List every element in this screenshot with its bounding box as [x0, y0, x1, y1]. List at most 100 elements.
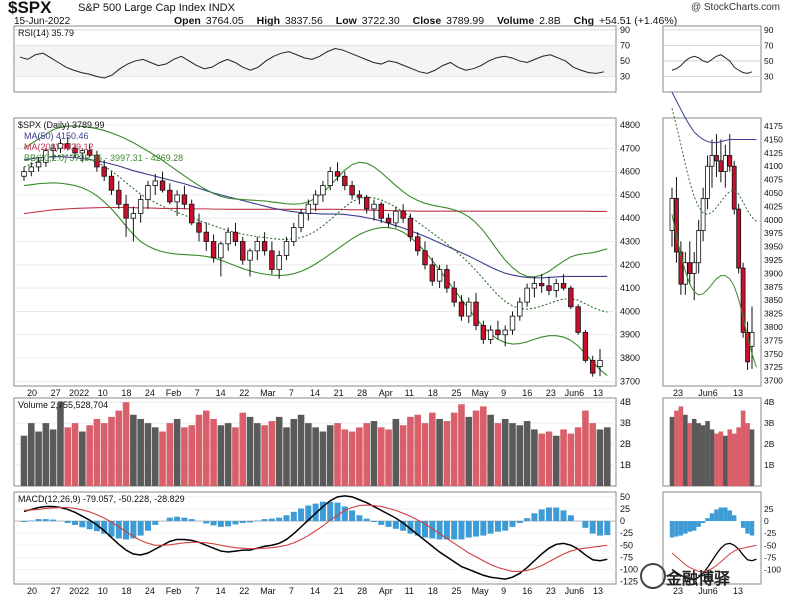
candle-body: [28, 166, 34, 173]
inset-candle-body: [727, 155, 733, 167]
price-tick-label: 3900: [620, 330, 640, 340]
inset-volume-bar: [731, 433, 737, 486]
candle-body: [159, 180, 166, 191]
volume-bar: [392, 418, 400, 486]
candle: [298, 208, 304, 233]
macd-histogram-bar: [400, 521, 407, 531]
macd-tick-label: -50: [620, 540, 633, 550]
candle: [108, 171, 115, 195]
inset-candle-body: [714, 155, 719, 162]
inset-macd-tick-label: -75: [764, 552, 777, 562]
macd-histogram-bar: [319, 501, 326, 522]
macd-tick-label: 25: [620, 504, 630, 514]
macd-histogram-bar: [560, 510, 567, 522]
inset-candle-body: [745, 331, 750, 363]
candle: [276, 250, 282, 279]
inset-x-label-bottom: 23: [673, 586, 683, 596]
open-value: 3764.05: [205, 15, 244, 27]
volume-bar: [195, 414, 203, 486]
x-label-top: Mar: [260, 388, 276, 398]
candle-body: [283, 241, 290, 256]
x-label-bottom: 23: [546, 586, 556, 596]
volume-bar: [57, 402, 64, 486]
volume-bar: [254, 423, 261, 486]
volume-bar: [487, 414, 494, 486]
inset-volume-bar: [727, 429, 733, 486]
x-label-top: May: [472, 388, 490, 398]
x-label-bottom: 21: [334, 586, 344, 596]
candle: [400, 204, 406, 223]
candle-body: [269, 250, 275, 270]
candle-body: [116, 189, 122, 205]
inset-macd-tick-label: 0: [764, 516, 769, 526]
x-label-top: Apr: [379, 388, 393, 398]
inset-price-tick-label: 3950: [764, 242, 783, 252]
candle-body: [123, 203, 129, 219]
volume-bar: [224, 423, 232, 486]
inset-candle: [745, 321, 750, 370]
macd-histogram-bar: [203, 521, 210, 524]
x-label-top: 28: [357, 388, 367, 398]
volume-bar: [319, 431, 327, 486]
volume-bar: [531, 429, 538, 486]
candle: [232, 222, 239, 247]
x-label-top: 14: [216, 388, 226, 398]
inset-price-tick-label: 4000: [764, 215, 783, 225]
volume-bar: [173, 418, 181, 486]
macd-histogram-bar: [247, 521, 254, 523]
volume-bar: [166, 423, 174, 486]
macd-tick-label: 50: [620, 492, 630, 502]
inset-price-tick-label: 3700: [764, 376, 783, 386]
volume-bar: [42, 423, 50, 486]
candle: [582, 330, 589, 363]
candle-body: [487, 329, 494, 340]
candle: [538, 274, 545, 293]
candle: [79, 148, 86, 163]
macd-histogram-bar: [123, 521, 130, 540]
candle-body: [378, 203, 384, 219]
candle: [159, 171, 166, 193]
inset-candle: [714, 134, 719, 177]
inset-candle: [687, 241, 693, 285]
macd-histogram-bar: [283, 515, 290, 522]
candle-body: [35, 161, 42, 168]
x-label-bottom: 9: [501, 586, 506, 596]
macd-histogram-bar: [487, 521, 494, 534]
inset-bb-lower-line: [671, 214, 757, 368]
macd-histogram-bar: [502, 521, 509, 531]
candle: [283, 236, 290, 261]
candle-body: [101, 166, 107, 177]
macd-histogram-bar: [327, 501, 334, 522]
macd-histogram-bar: [268, 518, 275, 522]
candle-body: [393, 210, 399, 224]
volume-bar: [202, 410, 210, 486]
candle-body: [254, 241, 261, 252]
x-label-top: 18: [428, 388, 438, 398]
candle-body: [597, 359, 603, 367]
bb-middle-line: [23, 154, 608, 313]
candle-body: [356, 194, 363, 198]
inset-volume-bar: [705, 421, 710, 486]
close-value: 3789.99: [446, 15, 485, 27]
macd-histogram-bar: [298, 508, 305, 522]
x-label-top: 7: [195, 388, 200, 398]
x-label-top: 18: [121, 388, 131, 398]
candle: [320, 180, 326, 202]
price-tick-label: 4600: [620, 167, 640, 177]
inset-price-tick-label: 4175: [764, 121, 783, 131]
inset-macd-histogram-bar: [705, 518, 710, 522]
candle-body: [145, 185, 151, 200]
candle: [342, 171, 348, 191]
candle: [269, 241, 275, 275]
volume-bar: [246, 416, 254, 486]
x-label-bottom: Jun6: [565, 586, 585, 596]
candle: [254, 236, 261, 261]
macd-histogram-bar: [414, 521, 421, 536]
candle: [473, 292, 479, 331]
macd-histogram-bar: [443, 521, 450, 540]
volume-bar: [130, 414, 137, 486]
candle-body: [531, 283, 538, 289]
inset-candle: [696, 219, 702, 274]
candle: [466, 297, 472, 324]
candle-body: [174, 194, 180, 203]
